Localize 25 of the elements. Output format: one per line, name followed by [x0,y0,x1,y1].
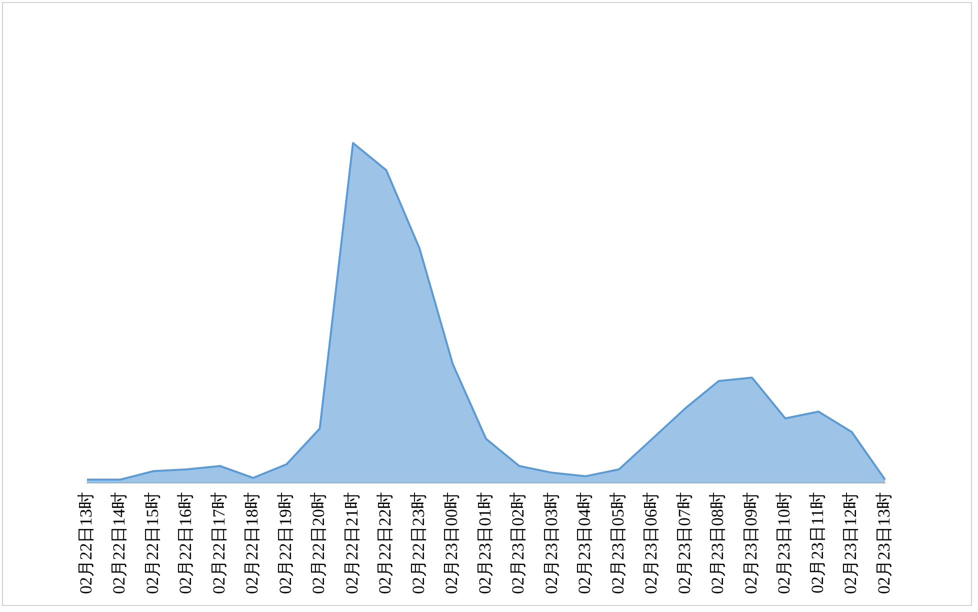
x-tick-label: 02月23日03时 [542,492,561,594]
x-tick-label: 02月22日20时 [309,492,328,594]
x-tick-label: 02月22日22时 [376,492,395,594]
x-tick-label: 02月23日09时 [741,492,760,594]
x-tick-label: 02月23日10时 [774,492,794,594]
x-tick-label: 02月23日02时 [508,492,528,594]
x-tick-label: 02月23日06时 [642,492,661,594]
x-tick-label: 02月22日17时 [209,492,228,594]
x-tick-label: 02月23日13时 [874,492,894,594]
x-tick-label: 02月22日19时 [276,492,295,594]
x-tick-label: 02月23日05时 [608,492,628,594]
x-tick-label: 02月22日16时 [176,492,196,594]
x-tick-label: 02月22日23时 [408,492,428,594]
x-tick-label: 02月23日00时 [442,492,462,594]
x-tick-label: 02月23日12时 [841,492,860,594]
x-tick-label: 02月22日13时 [76,492,96,594]
x-tick-label: 02月23日04时 [575,492,594,594]
x-tick-label: 02月23日11时 [808,492,827,594]
x-tick-label: 02月22日21时 [342,492,362,594]
x-tick-label: 02月23日07时 [674,492,694,594]
x-tick-label: 02月22日14时 [110,492,129,594]
x-tick-label: 02月22日18时 [242,492,262,594]
x-tick-label: 02月22日15时 [142,492,162,594]
x-tick-label: 02月23日01时 [475,492,494,594]
x-tick-label: 02月23日08时 [708,492,728,594]
